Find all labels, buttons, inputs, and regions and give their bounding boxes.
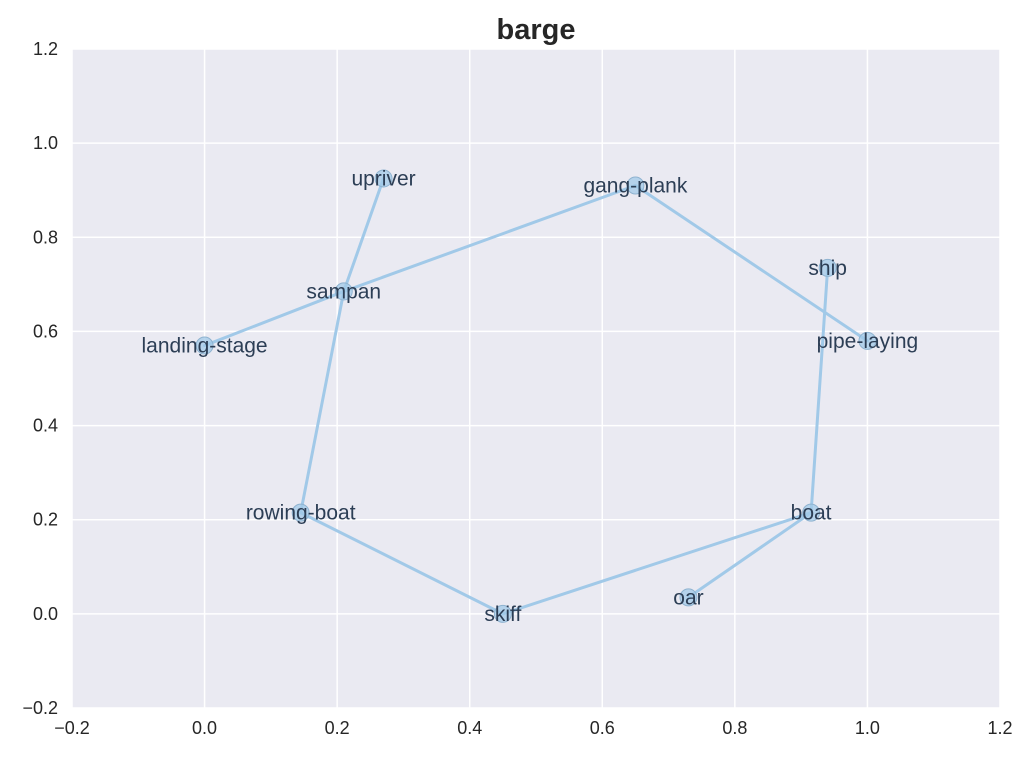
point-marker — [291, 503, 310, 522]
point-label: ship — [808, 257, 847, 280]
y-tick-label: −0.2 — [22, 698, 58, 718]
point-marker — [679, 588, 698, 607]
edge-line — [342, 176, 386, 293]
edge-line — [342, 184, 637, 293]
x-tick-label: 1.2 — [987, 718, 1012, 738]
x-tick-label: 1.0 — [855, 718, 880, 738]
x-tick-label: 0.6 — [590, 718, 615, 738]
point-label: skiff — [484, 603, 521, 626]
point-label: landing-stage — [142, 335, 268, 358]
x-tick-label: −0.2 — [54, 718, 90, 738]
x-tick-label: 0.8 — [722, 718, 747, 738]
edge-line — [299, 289, 346, 515]
edge-line — [809, 266, 830, 515]
point-marker — [195, 336, 214, 355]
point-marker — [374, 169, 393, 188]
chart-title: barge — [497, 14, 576, 46]
edge-line — [299, 511, 505, 616]
point-marker — [334, 282, 353, 301]
y-tick-label: 0.0 — [33, 604, 58, 624]
edge-line — [501, 511, 813, 616]
grid — [71, 48, 1001, 709]
edge-line — [686, 511, 813, 599]
y-tick-label: 1.2 — [33, 39, 58, 59]
point-label: boat — [791, 502, 832, 525]
x-tick-label: 0.2 — [325, 718, 350, 738]
x-tick-label: 0.4 — [457, 718, 482, 738]
point-marker — [858, 331, 877, 350]
points — [195, 169, 877, 623]
x-axis-ticks: −0.2 0.0 0.2 0.4 0.6 0.8 1.0 1.2 — [54, 718, 1012, 738]
point-label: upriver — [351, 167, 415, 190]
edge-line — [203, 289, 346, 348]
point-marker — [802, 503, 821, 522]
y-axis-ticks: −0.2 0.0 0.2 0.4 0.6 0.8 1.0 1.2 — [22, 39, 58, 718]
point-marker — [626, 176, 645, 195]
x-tick-label: 0.0 — [192, 718, 217, 738]
point-label: sampan — [306, 280, 381, 303]
point-marker — [818, 258, 837, 277]
point-labels: upriver gang-plank ship sampan pipe-laying la… — [142, 167, 919, 625]
point-marker — [493, 604, 512, 623]
point-label: gang-plank — [583, 175, 687, 198]
point-label: oar — [673, 586, 703, 609]
y-tick-label: 1.0 — [33, 133, 58, 153]
plot-area — [72, 49, 1000, 708]
y-tick-label: 0.6 — [33, 321, 58, 341]
y-tick-label: 0.4 — [33, 416, 58, 436]
point-label: pipe-laying — [817, 330, 919, 353]
edges — [203, 176, 869, 616]
y-tick-label: 0.2 — [33, 510, 58, 530]
point-label: rowing-boat — [246, 502, 356, 525]
edge-line — [633, 184, 869, 343]
y-tick-label: 0.8 — [33, 227, 58, 247]
